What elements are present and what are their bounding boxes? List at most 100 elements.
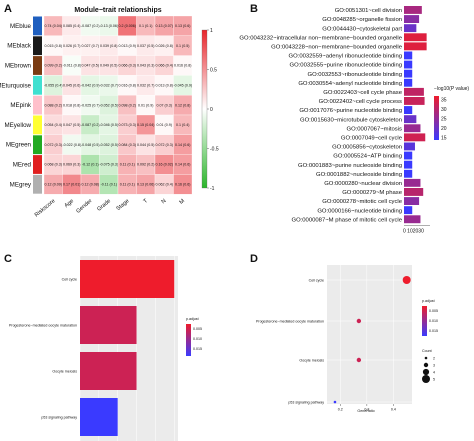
heatmap-cell-value: 0.026 (0.8) <box>156 44 173 48</box>
dot-axis-tick-label: 0.2 <box>338 408 343 412</box>
go-term-label: GO:0015630~microtubule cytoskeleton <box>300 117 402 123</box>
panel-a-letter: A <box>4 3 12 15</box>
module-label: MEred <box>13 162 32 169</box>
heatmap-cell-value: -0.13 (0.06) <box>99 24 118 28</box>
heatmap-cell-value: 0.047 (0.5) <box>82 64 99 68</box>
kegg-bar <box>80 352 137 390</box>
heatmap-cell-value: 0.15 (0.04) <box>137 123 154 127</box>
go-term-label: GO:0005856~cytoskeleton <box>332 145 402 151</box>
go-bar <box>404 106 413 114</box>
module-label: MEbrown <box>5 63 32 70</box>
go-term-label: GO:0022402~cell cycle process <box>319 99 402 105</box>
go-legend-ticks: 35 30 25 20 15 <box>441 98 447 142</box>
dot-padj-legend-ticks: 0.005 0.010 0.015 <box>429 309 438 333</box>
go-term-label: GO:0043228~non−membrane−bounded organell… <box>271 44 403 50</box>
heatmap-cell-value: 0.13 (0.07) <box>156 24 173 28</box>
go-term-label: GO:0017076~purine nucleotide binding <box>299 108 402 114</box>
heatmap-title: Module−trait relationships <box>74 7 161 14</box>
heatmap-cell-value: 0.1 (0.1) <box>139 24 152 28</box>
dot-pathway-label: Cell cycle <box>309 278 324 282</box>
trait-label: Grade <box>96 198 112 213</box>
heatmap-cell-value: 0.16 (0.6) <box>175 183 190 187</box>
go-bar <box>404 151 413 160</box>
go-x-axis: 0 102030 <box>403 225 430 234</box>
kegg-pathway-label: Progesterone−mediated oocyte maturation <box>9 324 77 328</box>
dot-legend-tick: 0.015 <box>429 329 438 333</box>
kegg-bar <box>80 398 118 436</box>
go-bar <box>404 197 420 205</box>
heatmap-cell-value: 0.12 (0.8) <box>175 103 190 107</box>
kegg-dot-plot: Cell cycle Progesterone−mediated oocyte m… <box>256 265 412 404</box>
heatmap-cell-value: -0.011 (0.8) <box>63 64 81 68</box>
go-term-label: GO:0005524~ATP binding <box>333 154 402 160</box>
kegg-bar-legend-colorbar <box>186 324 191 356</box>
heatmap-cell-value: -0.046 (0.5) <box>99 123 118 127</box>
trait-label: Age <box>64 198 75 209</box>
module-label: MEyellow <box>5 122 32 129</box>
module-swatch <box>33 75 42 95</box>
count-legend-dot <box>422 375 430 383</box>
module-label: MEturquoise <box>0 82 32 89</box>
kegg-pathway-label: Oocyte meiosis <box>52 370 77 374</box>
kegg-legend-tick: 0.010 <box>193 337 202 341</box>
heatmap-cell-value: 0.039 (0.8) <box>100 44 117 48</box>
go-bar <box>404 215 421 224</box>
heatmap-cell-value: -0.12 (0.1) <box>82 163 99 167</box>
heatmap-cell-value: -0.052 (0.5) <box>99 143 118 147</box>
kegg-pathway-label: Cell cycle <box>62 278 77 282</box>
kegg-bar-chart: Cell cycle Progesterone−mediated oocyte m… <box>9 256 178 441</box>
kegg-legend-tick: 0.005 <box>193 327 202 331</box>
go-term-label: GO:0048285~organelle fission <box>322 17 402 23</box>
scale-tick-label: 0.5 <box>210 68 217 74</box>
heatmap-cell-value: -0.032 (0.7) <box>99 84 118 88</box>
go-bar <box>404 178 421 187</box>
count-legend-label: 5 <box>433 377 435 381</box>
heatmap-cell-value: 0.098 (0.2) <box>119 103 136 107</box>
go-term-label: GO:0044430~cytoskeletal part <box>322 26 402 32</box>
go-term-label: GO:0007049~cell cycle <box>341 135 403 141</box>
heatmap-cell <box>173 174 193 195</box>
go-bar <box>404 169 413 178</box>
heatmap-cell-value: 0.015 (0.8) <box>45 44 62 48</box>
go-term-label: GO:0001882~nucleoside binding <box>316 172 402 178</box>
module-label: MEgrey <box>10 181 32 188</box>
count-legend-dot <box>423 362 429 368</box>
heatmap-cell-value: 0.016 (0.8) <box>174 64 191 68</box>
heatmap-cell-value: 0.073 (0.3) <box>119 123 136 127</box>
heatmap-cell-value: -0.052 (0.5) <box>99 103 118 107</box>
go-term-label: GO:0000279~M phase <box>342 190 402 196</box>
heatmap-scale-ticks: 1 0.5 0 -0.5 -1 <box>207 28 219 192</box>
dot-count-legend: 2 3 4 5 <box>422 356 435 383</box>
heatmap-cell-value: -0.087 (0.2) <box>81 24 100 28</box>
go-term-label: GO:0043232~intracellular non−membrane−bo… <box>239 35 402 41</box>
heatmap-cell-value: 0.013 (0.9) <box>119 44 136 48</box>
go-term-label: GO:0051301~cell division <box>335 8 402 14</box>
dot-legend-tick: 0.010 <box>429 319 438 323</box>
scale-tick-label: -0.5 <box>210 147 219 153</box>
go-term-label: GO:0032559~adenyl ribonucleotide binding <box>289 54 402 60</box>
module-label: MEblue <box>10 23 32 30</box>
go-term-label: GO:0001883~purine nucleoside binding <box>298 163 402 169</box>
heatmap-cell-value: 0.07 (0.3) <box>157 103 172 107</box>
heatmap-cell-value: 0.049 (0.5) <box>100 64 117 68</box>
go-bar <box>404 142 415 151</box>
go-bar <box>404 97 425 105</box>
heatmap-cell-value: -0.048 (0.5) <box>81 143 100 147</box>
go-term-label: GO:0000166~nucleotide binding <box>317 208 402 214</box>
scale-tick-label: -1 <box>210 186 215 192</box>
scale-tick-label: 1 <box>210 28 213 34</box>
kegg-bar-legend-ticks: 0.005 0.010 0.015 <box>193 327 202 351</box>
kegg-legend-tick: 0.015 <box>193 347 202 351</box>
go-term-label: GO:0000280~nuclear division <box>324 181 402 187</box>
go-bar-chart: GO:0051301~cell division GO:0048285~organ… <box>239 6 427 224</box>
heatmap-cell-value: 0.14 (0.6) <box>175 163 190 167</box>
heatmap-cell-value: 0.062 (0.4) <box>156 183 173 187</box>
go-bar <box>404 51 413 60</box>
module-swatch <box>33 115 42 135</box>
heatmap-cell-value: -0.055 (0.4) <box>44 84 63 88</box>
heatmap-cell-value: 0.13 (0.06) <box>137 183 154 187</box>
go-term-label: GO:0000087~M phase of mitotic cell cycle <box>291 217 402 223</box>
go-legend-tick: 20 <box>441 126 447 132</box>
panel-b-letter: B <box>250 3 258 15</box>
